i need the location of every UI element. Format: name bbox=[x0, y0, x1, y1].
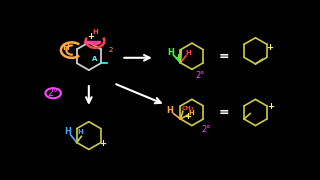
Text: 2: 2 bbox=[108, 47, 113, 53]
Text: CH₃: CH₃ bbox=[182, 106, 195, 111]
Text: H: H bbox=[78, 129, 84, 135]
Text: 2°: 2° bbox=[195, 71, 204, 80]
Text: =: = bbox=[218, 106, 229, 119]
Text: =: = bbox=[218, 50, 229, 63]
Text: 2°: 2° bbox=[48, 88, 59, 98]
Text: H: H bbox=[167, 48, 174, 57]
Text: +: + bbox=[268, 102, 275, 111]
Text: +: + bbox=[174, 53, 181, 62]
Text: H: H bbox=[185, 50, 191, 56]
Text: H: H bbox=[166, 106, 173, 115]
Text: +: + bbox=[87, 32, 94, 41]
Text: 2°: 2° bbox=[201, 125, 211, 134]
Text: A: A bbox=[92, 56, 97, 62]
Text: H: H bbox=[92, 29, 98, 35]
Text: +: + bbox=[99, 139, 106, 148]
Text: H: H bbox=[64, 127, 71, 136]
Text: H: H bbox=[62, 42, 69, 51]
Text: +: + bbox=[266, 42, 273, 51]
Text: +: + bbox=[185, 112, 192, 121]
Text: H: H bbox=[188, 110, 194, 116]
